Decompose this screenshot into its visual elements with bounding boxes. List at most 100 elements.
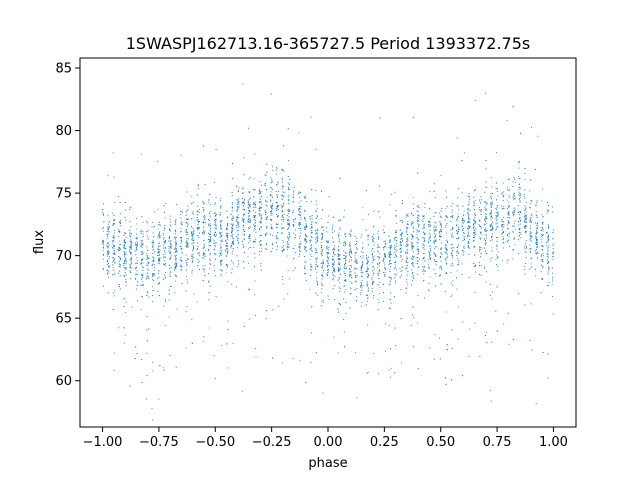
- data-point: [428, 237, 430, 240]
- data-point: [298, 255, 300, 257]
- data-point: [255, 356, 257, 358]
- data-point: [378, 373, 380, 375]
- data-point: [333, 264, 335, 266]
- data-point: [180, 237, 183, 239]
- data-point: [102, 243, 104, 245]
- data-point: [407, 284, 409, 286]
- data-point: [350, 266, 353, 268]
- data-point: [355, 281, 357, 283]
- data-point: [175, 236, 177, 238]
- data-point: [429, 222, 431, 224]
- data-point: [244, 209, 246, 211]
- data-point: [193, 239, 195, 241]
- data-point: [203, 226, 205, 228]
- data-point: [372, 252, 374, 254]
- data-point: [479, 201, 481, 203]
- data-point: [338, 278, 340, 280]
- data-point: [525, 201, 527, 204]
- data-point: [242, 243, 244, 246]
- data-point: [310, 224, 312, 226]
- data-point: [124, 267, 126, 269]
- data-point: [512, 196, 514, 198]
- data-point: [203, 268, 205, 270]
- data-point: [501, 208, 504, 210]
- data-point: [377, 233, 379, 235]
- data-point: [272, 309, 274, 311]
- data-point: [349, 235, 351, 237]
- data-point: [140, 262, 142, 264]
- data-point: [349, 268, 351, 270]
- data-point: [418, 225, 420, 227]
- data-point: [351, 259, 353, 261]
- data-point: [463, 238, 465, 240]
- data-point: [152, 263, 154, 265]
- data-point: [439, 267, 441, 269]
- data-point: [542, 245, 544, 248]
- data-point: [484, 223, 486, 225]
- data-point: [287, 227, 289, 229]
- data-point: [187, 258, 189, 261]
- data-point: [501, 223, 503, 225]
- data-point: [112, 224, 114, 226]
- data-point: [332, 237, 334, 239]
- data-point: [315, 189, 317, 192]
- data-point: [507, 221, 509, 223]
- data-point: [495, 310, 497, 312]
- data-point: [546, 212, 548, 214]
- data-point: [309, 259, 311, 261]
- data-point: [118, 263, 120, 265]
- data-point: [260, 221, 262, 223]
- data-point: [147, 222, 149, 224]
- data-point: [215, 148, 217, 150]
- data-point: [187, 205, 189, 207]
- data-point: [339, 290, 341, 292]
- data-point: [468, 235, 470, 237]
- data-point: [180, 268, 183, 270]
- data-point: [339, 268, 341, 270]
- data-point: [208, 292, 210, 294]
- data-point: [401, 202, 403, 204]
- data-point: [271, 242, 273, 244]
- data-point: [247, 212, 249, 215]
- data-point: [158, 233, 160, 235]
- data-point: [107, 273, 109, 275]
- data-point: [451, 294, 453, 296]
- data-point: [137, 281, 139, 283]
- data-point: [152, 289, 154, 292]
- data-point: [204, 184, 206, 186]
- data-point: [417, 226, 420, 228]
- data-point: [315, 200, 317, 202]
- data-point: [106, 226, 108, 228]
- data-point: [292, 212, 294, 214]
- data-point: [261, 217, 263, 219]
- data-point: [203, 253, 205, 255]
- data-point: [507, 312, 509, 314]
- data-point: [253, 266, 256, 268]
- data-point: [123, 234, 125, 236]
- data-point: [288, 239, 290, 241]
- data-point: [310, 269, 312, 271]
- data-point: [338, 258, 340, 260]
- data-point: [292, 232, 294, 234]
- data-point: [140, 245, 142, 247]
- data-point: [350, 275, 352, 277]
- data-point: [429, 236, 431, 238]
- data-point: [485, 181, 487, 183]
- data-point: [455, 237, 458, 240]
- data-point: [180, 217, 182, 219]
- data-point: [198, 268, 200, 270]
- data-point: [215, 215, 217, 217]
- data-point: [451, 244, 453, 246]
- data-point: [447, 256, 449, 258]
- data-point: [348, 271, 351, 273]
- data-point: [169, 267, 171, 269]
- data-point: [215, 225, 217, 227]
- data-point: [254, 189, 256, 191]
- data-point: [338, 240, 340, 242]
- data-point: [221, 252, 223, 254]
- data-point: [124, 259, 126, 261]
- data-point: [338, 261, 340, 263]
- data-point: [379, 270, 381, 272]
- data-point: [243, 205, 245, 207]
- data-point: [198, 232, 201, 234]
